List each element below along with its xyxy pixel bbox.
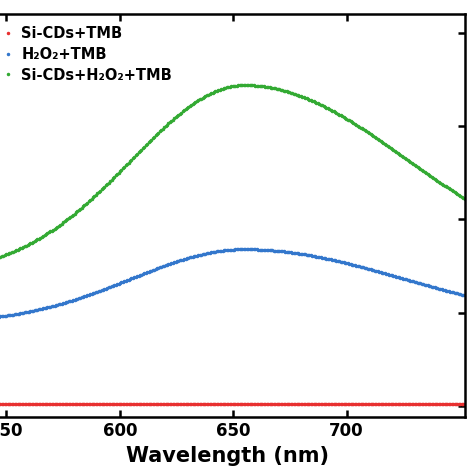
Si-CDs+H₂O₂+TMB xyxy=(253,82,258,88)
Si-CDs+TMB xyxy=(295,401,301,407)
Si-CDs+TMB xyxy=(393,401,399,407)
Si-CDs+H₂O₂+TMB xyxy=(395,150,401,155)
Si-CDs+H₂O₂+TMB xyxy=(268,85,274,91)
Si-CDs+H₂O₂+TMB xyxy=(297,93,302,99)
H₂O₂+TMB xyxy=(395,274,401,280)
Si-CDs+TMB xyxy=(251,401,257,407)
Si-CDs+H₂O₂+TMB xyxy=(243,82,248,88)
Si-CDs+H₂O₂+TMB xyxy=(462,196,467,201)
Line: H₂O₂+TMB: H₂O₂+TMB xyxy=(0,248,465,319)
H₂O₂+TMB xyxy=(86,292,91,298)
H₂O₂+TMB xyxy=(243,246,248,252)
Si-CDs+H₂O₂+TMB xyxy=(168,118,174,124)
Si-CDs+TMB xyxy=(462,401,467,407)
H₂O₂+TMB xyxy=(462,292,467,298)
Line: Si-CDs+H₂O₂+TMB: Si-CDs+H₂O₂+TMB xyxy=(0,84,465,261)
Legend: Si-CDs+TMB, H₂O₂+TMB, Si-CDs+H₂O₂+TMB: Si-CDs+TMB, H₂O₂+TMB, Si-CDs+H₂O₂+TMB xyxy=(0,21,176,87)
Si-CDs+TMB xyxy=(168,401,174,407)
H₂O₂+TMB xyxy=(297,251,302,256)
Si-CDs+TMB xyxy=(86,401,91,407)
H₂O₂+TMB xyxy=(168,260,174,266)
Si-CDs+TMB xyxy=(267,401,273,407)
H₂O₂+TMB xyxy=(253,246,258,252)
X-axis label: Wavelength (nm): Wavelength (nm) xyxy=(126,446,329,465)
H₂O₂+TMB xyxy=(268,247,274,253)
Si-CDs+H₂O₂+TMB xyxy=(86,199,91,204)
Line: Si-CDs+TMB: Si-CDs+TMB xyxy=(0,403,465,405)
